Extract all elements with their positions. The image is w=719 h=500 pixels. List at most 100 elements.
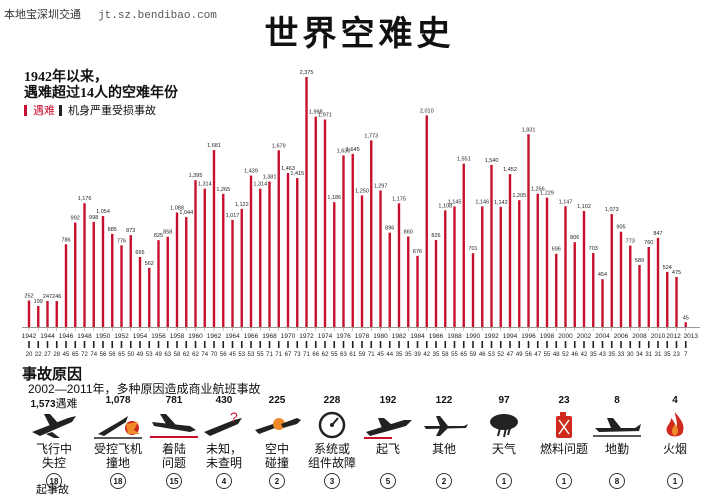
cause-accident-count: 5 (380, 473, 396, 489)
cause-accident-count: 1 (496, 473, 512, 489)
data-label-deaths-1947: 992 (71, 216, 80, 222)
x-tick-label-1964: 1964 (225, 333, 240, 340)
data-label-deaths-1961: 1,314 (198, 182, 212, 188)
x-tick-label-1950: 1950 (96, 333, 111, 340)
bar-deaths-1978 (360, 195, 364, 327)
data-label-damaged-1951: 56 (109, 352, 116, 358)
data-label-deaths-1970: 1,463 (281, 166, 295, 172)
bar-deaths-1997 (536, 193, 539, 327)
data-label-deaths-1998: 1,229 (540, 191, 554, 197)
data-label-deaths-1996: 1,831 (522, 127, 536, 133)
bar-deaths-1981 (388, 232, 391, 327)
bar-deaths-1948 (83, 203, 86, 327)
data-label-deaths-2011: 524 (663, 265, 672, 271)
data-label-deaths-1979: 1,773 (364, 133, 378, 139)
bar-deaths-1965 (240, 208, 243, 327)
data-label-damaged-1997: 47 (534, 352, 541, 358)
x-tick-label-1960: 1960 (188, 333, 203, 340)
data-label-damaged-1952: 65 (118, 352, 125, 358)
x-tick-label-2002: 2002 (577, 333, 592, 340)
x-tick-label-1970: 1970 (281, 333, 296, 340)
brand-header: 本地宝深圳交通 jt.sz.bendibao.com (4, 6, 217, 22)
data-label-deaths-1956: 825 (154, 233, 163, 239)
legend-damaged-label: 机身严重受损事故 (68, 105, 156, 117)
bar-deaths-1970 (286, 173, 290, 327)
data-label-deaths-1964: 1,017 (226, 213, 240, 219)
x-tick-label-1942: 1942 (22, 333, 37, 340)
data-label-deaths-1957: 858 (163, 230, 172, 236)
cause-item: 430? 未知， 未查明 4 (192, 395, 256, 489)
x-tick-label-1988: 1988 (447, 333, 462, 340)
data-label-damaged-1962: 70 (211, 352, 218, 358)
cause-accident-count: 2 (269, 473, 285, 489)
data-label-deaths-1993: 1,142 (494, 200, 508, 206)
cause-item: 1,078 受控飞机 撞地 18 (86, 395, 150, 489)
bar-deaths-1994 (508, 174, 512, 327)
bar-deaths-1972 (305, 77, 308, 327)
data-label-deaths-1966: 1,439 (244, 169, 258, 175)
x-tick-label-1944: 1944 (40, 333, 55, 340)
brand-name: 本地宝深圳交通 (4, 9, 81, 21)
x-tick-label-1994: 1994 (503, 333, 518, 340)
cause-label: 其他 (412, 442, 476, 472)
data-label-damaged-2007: 30 (627, 352, 634, 358)
bar-deaths-1956 (157, 240, 160, 327)
data-label-deaths-1968: 1,381 (263, 175, 277, 181)
bar-deaths-1973 (314, 116, 317, 328)
x-tick-label-1966: 1966 (244, 333, 259, 340)
cause-label-line-1: 系统或 (313, 442, 350, 456)
data-label-damaged-1967: 55 (257, 352, 264, 358)
data-label-deaths-1992: 1,540 (485, 158, 499, 164)
data-label-damaged-1994: 47 (507, 352, 514, 358)
bar-deaths-1979 (370, 140, 373, 327)
x-tick-label-1982: 1982 (392, 333, 407, 340)
data-label-damaged-1977: 61 (349, 352, 356, 358)
data-label-deaths-1995: 1,205 (512, 193, 526, 199)
data-label-damaged-2005: 35 (608, 352, 615, 358)
ground-plane-icon (585, 408, 649, 442)
bar-deaths-1982 (397, 203, 401, 327)
bar-deaths-2002 (582, 211, 586, 327)
data-label-damaged-1978: 59 (359, 352, 366, 358)
bar-deaths-1944 (46, 301, 49, 327)
bar-deaths-1947 (74, 222, 77, 327)
data-label-deaths-1952: 776 (117, 238, 126, 244)
bar-deaths-1958 (175, 212, 179, 327)
cause-label: 系统或 组件故障 (300, 442, 364, 472)
bar-deaths-2003 (592, 253, 595, 327)
cause-deaths: 8 (585, 395, 649, 408)
data-label-damaged-1966: 53 (248, 352, 255, 358)
data-label-deaths-1984: 676 (413, 249, 422, 255)
x-tick-label-1954: 1954 (133, 333, 148, 340)
data-label-damaged-1983: 35 (405, 352, 412, 358)
cause-deaths-value: 97 (498, 395, 510, 406)
cause-label: 火烟 (643, 442, 707, 472)
cause-accident-count: 1 (556, 473, 572, 489)
data-label-damaged-2003: 35 (590, 352, 597, 358)
data-label-deaths-1980: 1,297 (374, 183, 388, 189)
weather-icon (472, 408, 536, 442)
x-tick-label-2004: 2004 (595, 333, 610, 340)
data-label-damaged-1995: 49 (516, 352, 523, 358)
data-label-damaged-1972: 71 (303, 352, 310, 358)
cause-label-line-2: 组件故障 (307, 456, 356, 470)
data-label-deaths-1955: 562 (145, 261, 154, 267)
data-label-deaths-1977: 1,645 (346, 147, 360, 153)
x-tick-label-1948: 1948 (77, 333, 92, 340)
page-title: 世界空难史 (264, 14, 455, 54)
data-label-damaged-1982: 35 (396, 352, 403, 358)
cause-label: 受控飞机 撞地 (86, 442, 150, 472)
plane-landing-icon (142, 408, 206, 442)
data-label-deaths-1991: 1,146 (475, 199, 489, 205)
cause-deaths: 781 (142, 395, 206, 408)
cause-label-line-1: 空中 (264, 442, 289, 456)
cause-accident-count: 8 (609, 473, 625, 489)
data-label-deaths-2003: 703 (589, 246, 598, 252)
data-label-damaged-2004: 43 (599, 352, 606, 358)
data-label-deaths-1990: 701 (468, 246, 477, 252)
subtitle-line-2: 遇难超过14人的空难年份 (24, 86, 178, 101)
data-label-damaged-1987: 58 (442, 352, 449, 358)
cause-accident-count: 15 (166, 473, 182, 489)
bar-deaths-1990 (471, 253, 475, 327)
